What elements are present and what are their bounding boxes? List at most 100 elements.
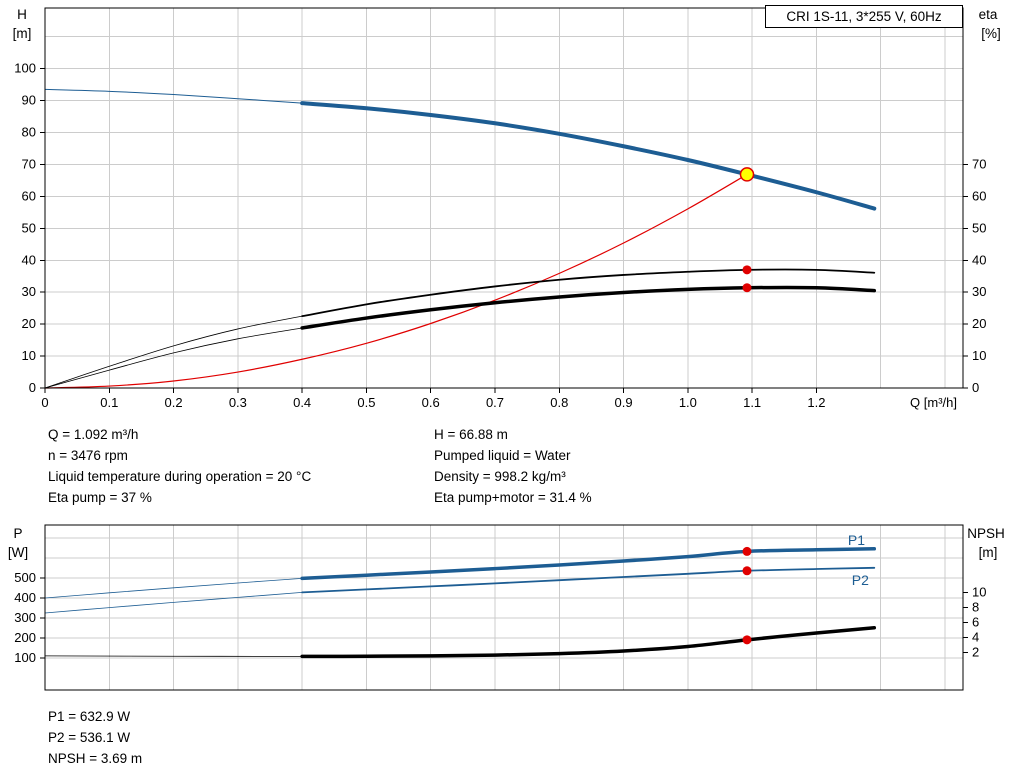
info-speed: n = 3476 rpm xyxy=(48,448,128,463)
y-left-tick: 200 xyxy=(14,630,36,645)
x-axis-title: Q [m³/h] xyxy=(910,395,957,410)
markers xyxy=(742,546,752,645)
info-npsh: NPSH = 3.69 m xyxy=(48,751,143,766)
y-right-tick: 50 xyxy=(972,220,986,235)
x-tick: 1.2 xyxy=(807,395,825,410)
info-eta-pump: Eta pump = 37 % xyxy=(48,490,152,505)
x-tick: 0.4 xyxy=(293,395,311,410)
x-tick: 0.3 xyxy=(229,395,247,410)
gridlines xyxy=(45,525,963,690)
y-right-tick: 4 xyxy=(972,630,979,645)
eta-pump-point xyxy=(742,265,752,275)
markers xyxy=(739,167,755,293)
y-right-tick: 10 xyxy=(972,585,986,600)
y-right-tick: 30 xyxy=(972,284,986,299)
y-right-tick: 2 xyxy=(972,645,979,660)
info-flow: Q = 1.092 m³/h xyxy=(48,427,139,442)
npsh-point xyxy=(742,635,752,645)
x-tick: 0.1 xyxy=(100,395,118,410)
head-flow-chart: 0 10 20 30 40 50 60 70 80 90 100 0 10 20 30 40 50 60 70 0 0.… xyxy=(13,7,1001,410)
series-curves xyxy=(44,547,877,659)
series-npsh-curve xyxy=(300,626,877,659)
pump-model-label: CRI 1S-11, 3*255 V, 60Hz xyxy=(786,9,942,24)
series-qh-curve-lead xyxy=(44,88,303,104)
series-eta-pump-curve-lead xyxy=(44,315,303,389)
y-left-tick: 100 xyxy=(14,650,36,665)
y-right-tick: 10 xyxy=(972,348,986,363)
y-left-tick: 100 xyxy=(14,61,36,76)
y-right-tick: 8 xyxy=(972,600,979,615)
y-left-tick: 500 xyxy=(14,570,36,585)
y-right-axis-unit: [%] xyxy=(981,26,1001,41)
eta-pump-motor-point xyxy=(742,283,752,293)
p1-point xyxy=(742,546,752,556)
info-liquid-temperature: Liquid temperature during operation = 20… xyxy=(48,469,312,484)
y-left-tick: 80 xyxy=(22,125,36,140)
operating-info-right: H = 66.88 m Pumped liquid = Water Densit… xyxy=(434,424,592,508)
tick-labels: 0 10 20 30 40 50 60 70 80 90 100 0 10 20 30 40 50 60 70 0 0.… xyxy=(13,7,1001,410)
x-tick: 0.2 xyxy=(165,395,183,410)
y-right-tick: 6 xyxy=(972,615,979,630)
series-eta-pump-curve xyxy=(301,268,876,318)
y-left-tick: 30 xyxy=(22,284,36,299)
series-p2-curve xyxy=(301,566,876,594)
x-tick: 1.1 xyxy=(743,395,761,410)
y-left-tick: 10 xyxy=(22,348,36,363)
y-right-axis-unit: [m] xyxy=(979,545,998,560)
curve-label-P1: P1 xyxy=(848,532,865,548)
series-system-curve xyxy=(44,173,748,389)
x-tick: 0.6 xyxy=(422,395,440,410)
y-left-tick: 90 xyxy=(22,93,36,108)
info-density: Density = 998.2 kg/m³ xyxy=(434,469,566,484)
y-right-tick: 70 xyxy=(972,156,986,171)
duty-point-marker xyxy=(739,167,755,182)
y-left-tick: 20 xyxy=(22,316,36,331)
y-left-tick: 50 xyxy=(22,220,36,235)
series-curves xyxy=(44,88,877,389)
series-npsh-curve-lead xyxy=(44,655,303,657)
x-tick: 1.0 xyxy=(679,395,697,410)
series-p2-curve-lead xyxy=(44,592,303,614)
y-right-tick: 60 xyxy=(972,188,986,203)
y-left-tick: 60 xyxy=(22,188,36,203)
y-right-tick: 20 xyxy=(972,316,986,331)
series-eta-pump-motor-curve xyxy=(300,285,877,330)
series-p1-curve xyxy=(300,547,877,581)
info-eta-pump-motor: Eta pump+motor = 31.4 % xyxy=(434,490,592,505)
series-qh-curve xyxy=(300,101,877,211)
info-p1: P1 = 632.9 W xyxy=(48,709,131,724)
x-tick: 0.9 xyxy=(615,395,633,410)
tick-marks xyxy=(40,68,968,393)
series-eta-pump-motor-curve-lead xyxy=(44,327,303,389)
power-info: P1 = 632.9 W P2 = 536.1 W NPSH = 3.69 m xyxy=(48,706,142,769)
operating-info-left: Q = 1.092 m³/h n = 3476 rpm Liquid tempe… xyxy=(48,424,311,508)
x-tick: 0 xyxy=(41,395,48,410)
x-tick: 0.8 xyxy=(550,395,568,410)
y-right-axis-title: eta xyxy=(979,7,998,22)
y-left-tick: 400 xyxy=(14,590,36,605)
curve-label-P2: P2 xyxy=(852,572,869,588)
y-left-axis-title: P xyxy=(13,526,22,541)
series-p1-curve-lead xyxy=(44,578,303,599)
y-left-tick: 40 xyxy=(22,252,36,267)
y-left-axis-unit: [m] xyxy=(13,26,32,41)
x-tick: 0.7 xyxy=(486,395,504,410)
info-p2: P2 = 536.1 W xyxy=(48,730,131,745)
y-left-tick: 300 xyxy=(14,610,36,625)
y-left-axis-unit: [W] xyxy=(8,545,28,560)
info-pumped-liquid: Pumped liquid = Water xyxy=(434,448,571,463)
y-left-tick: 70 xyxy=(22,156,36,171)
y-right-tick: 40 xyxy=(972,252,986,267)
plot-border xyxy=(44,7,964,389)
gridlines xyxy=(45,8,963,388)
info-head: H = 66.88 m xyxy=(434,427,508,442)
pump-model-box: CRI 1S-11, 3*255 V, 60Hz xyxy=(765,5,963,28)
y-left-tick: 0 xyxy=(29,380,36,395)
x-tick: 0.5 xyxy=(357,395,375,410)
y-left-axis-title: H xyxy=(17,7,27,22)
y-right-axis-title: NPSH xyxy=(967,526,1005,541)
p2-point xyxy=(742,566,752,576)
